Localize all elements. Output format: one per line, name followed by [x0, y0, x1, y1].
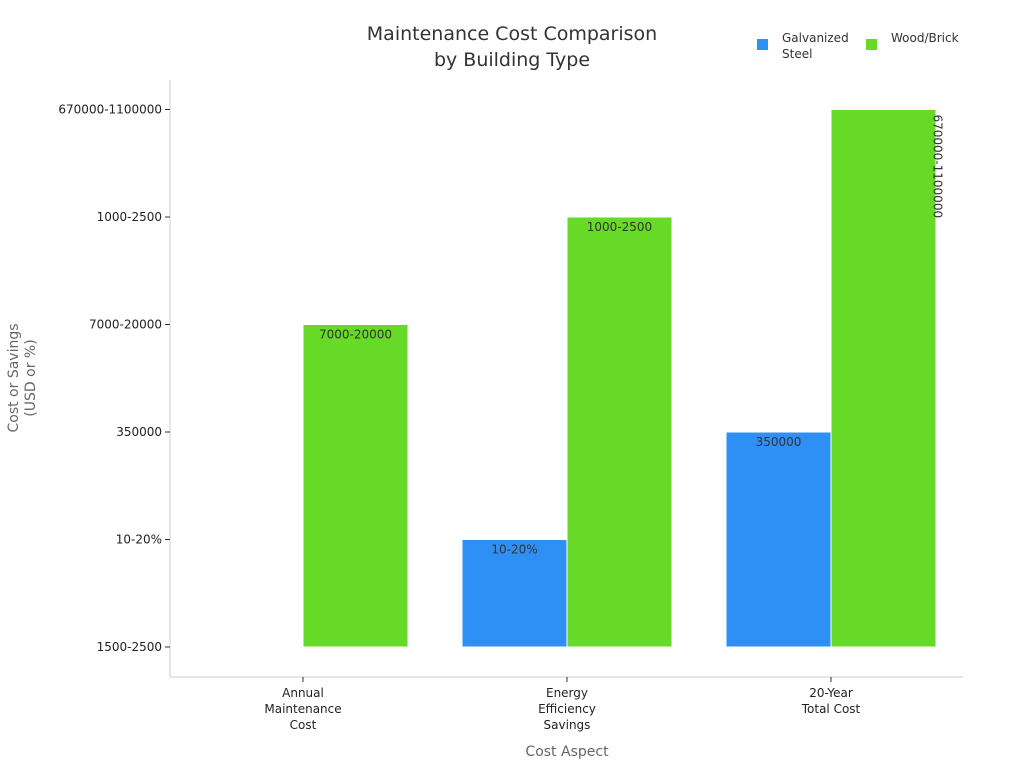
bar — [302, 324, 409, 648]
bar-value-label: 1000-2500 — [587, 220, 652, 234]
legend-swatch — [866, 39, 877, 50]
x-tick-label: Total Cost — [801, 702, 861, 716]
bar-value-label: 350000 — [756, 435, 802, 449]
bar-value-label: 670000-1100000 — [931, 115, 945, 219]
x-tick-label: Annual — [282, 686, 324, 700]
legend-label: Galvanized — [782, 31, 849, 45]
legend-label: Steel — [782, 47, 812, 61]
bars — [302, 109, 937, 648]
x-tick-label: Energy — [546, 686, 588, 700]
axis-titles: Cost Aspect Cost or Savings (USD or %) — [6, 323, 609, 760]
chart-title: Maintenance Cost Comparison by Building T… — [367, 23, 657, 71]
x-tick-label: Cost — [290, 718, 317, 732]
bar-labels: 10-20% 350000 7000-20000 1000-2500 670000-11… — [319, 115, 945, 557]
y-axis-title-line: (USD or %) — [23, 339, 39, 416]
y-tick-label: 1000-2500 — [97, 210, 162, 224]
bar-value-label: 7000-20000 — [319, 328, 392, 342]
bar — [725, 431, 832, 648]
y-tick-label: 350000 — [116, 425, 162, 439]
x-tick-label: Efficiency — [538, 702, 596, 716]
x-tick-label: Savings — [544, 718, 591, 732]
bar — [830, 109, 937, 648]
bar — [461, 539, 568, 648]
x-tick-label: Maintenance — [264, 702, 341, 716]
legend: Galvanized Steel Wood/Brick — [757, 31, 959, 61]
chart-title-line: Maintenance Cost Comparison — [367, 23, 657, 45]
x-tick-label: 20-Year — [809, 686, 853, 700]
y-tick-label: 1500-2500 — [97, 640, 162, 654]
x-axis-title: Cost Aspect — [525, 744, 609, 760]
y-tick-label: 10-20% — [116, 533, 162, 547]
x-axis-ticks: Annual Maintenance Cost Energy Efficiency Sav… — [264, 677, 861, 732]
y-tick-label: 670000-1100000 — [58, 103, 162, 117]
y-axis-title: Cost or Savings (USD or %) — [6, 323, 39, 432]
bar — [566, 216, 673, 648]
y-tick-label: 7000-20000 — [89, 318, 162, 332]
legend-swatch — [757, 39, 768, 50]
y-axis-title-line: Cost or Savings — [6, 323, 22, 432]
y-axis-ticks: 1500-2500 10-20% 350000 7000-20000 1000-2500… — [58, 103, 170, 654]
legend-label: Wood/Brick — [891, 31, 959, 45]
bar-value-label: 10-20% — [491, 543, 537, 557]
chart-title-line: by Building Type — [434, 49, 590, 71]
